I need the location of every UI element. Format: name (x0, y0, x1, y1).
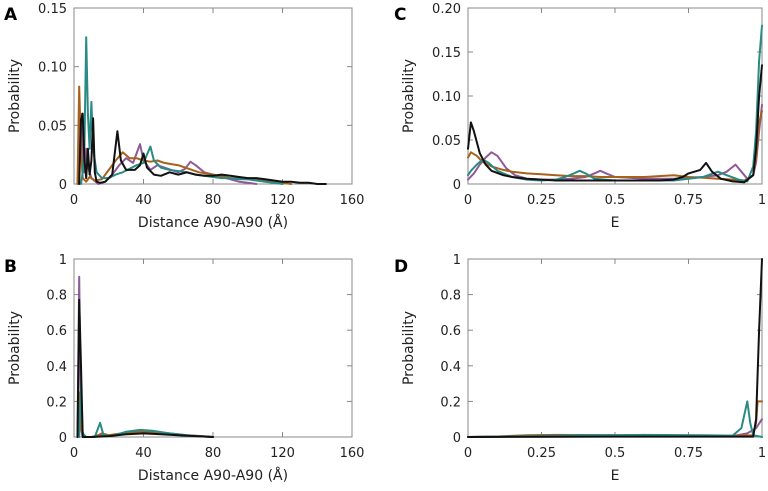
y-tick-label: 1 (59, 253, 67, 268)
x-tick-label: 0.5 (605, 446, 626, 461)
series-line-teal (467, 24, 763, 183)
x-axis-label: Distance A90-A90 (Å) (138, 467, 288, 484)
panel-a: 0 40 80 120 160 0 0.05 0.10 0.15 Distance A90-A90… (4, 2, 364, 231)
series-line-brown (467, 110, 763, 182)
panel-c: 0 0.25 0.5 0.75 1 0 0.05 0.10 0.15 0.20 E Probabili… (394, 2, 766, 231)
x-tick-label: 160 (340, 193, 365, 208)
y-tick-label: 0.8 (46, 289, 67, 304)
y-tick-label: 0.4 (46, 360, 67, 375)
x-axis-label: E (611, 468, 620, 484)
panel-letter: D (394, 257, 408, 277)
x-tick-label: 120 (270, 193, 295, 208)
y-tick-label: 1 (453, 253, 461, 268)
y-tick-label: 0.4 (440, 360, 461, 375)
x-tick-label: 0.75 (674, 193, 703, 208)
series-line-black (78, 112, 327, 185)
series-line-teal (80, 36, 284, 185)
x-tick-label: 160 (340, 446, 365, 461)
x-tick-label: 0.75 (674, 446, 703, 461)
y-tick-label: 0 (453, 178, 461, 193)
x-tick-label: 0.25 (527, 193, 556, 208)
plot-frame (73, 7, 353, 185)
y-tick-label: 0.05 (38, 119, 67, 134)
x-tick-label: 40 (135, 193, 152, 208)
y-axis-label: Probability (401, 59, 417, 133)
plot-frame (467, 7, 763, 185)
y-tick-label: 0.2 (440, 395, 461, 410)
y-tick-label: 0.15 (432, 46, 461, 61)
x-tick-label: 120 (270, 446, 295, 461)
y-tick-label: 0.2 (46, 395, 67, 410)
y-tick-label: 0.6 (46, 324, 67, 339)
series-line-black (467, 258, 763, 438)
x-tick-label: 0 (70, 446, 78, 461)
x-tick-label: 40 (135, 446, 152, 461)
x-axis-label: Distance A90-A90 (Å) (138, 214, 288, 231)
x-tick-label: 80 (205, 193, 222, 208)
series-line-purple (76, 275, 214, 438)
series-line-purple (467, 103, 763, 181)
y-axis-label: Probability (7, 59, 23, 133)
y-tick-label: 0.15 (38, 2, 67, 17)
y-axis-label: Probability (401, 311, 417, 385)
x-tick-label: 0 (464, 193, 472, 208)
y-tick-label: 0.05 (432, 134, 461, 149)
y-tick-label: 0.8 (440, 289, 461, 304)
y-axis-label: Probability (7, 311, 23, 385)
panel-b: 0 40 80 120 160 0 0.2 0.4 0.6 0.8 1 Distance A90-A9… (4, 253, 364, 484)
y-tick-label: 0 (59, 431, 67, 446)
panel-d: 0 0.25 0.5 0.75 1 0 0.2 0.4 0.6 0.8 1 E Probability D (394, 253, 766, 484)
panel-letter: C (394, 5, 406, 25)
panel-letter: A (4, 5, 18, 25)
x-tick-label: 1 (758, 193, 766, 208)
series-line-teal (78, 382, 214, 438)
series-line-black (76, 298, 214, 438)
y-tick-label: 0.10 (38, 61, 67, 76)
x-tick-label: 1 (758, 446, 766, 461)
x-tick-label: 0.25 (527, 446, 556, 461)
x-tick-label: 80 (205, 446, 222, 461)
x-tick-label: 0.5 (605, 193, 626, 208)
plot-frame (73, 258, 353, 438)
series-line-teal (467, 400, 763, 438)
panel-letter: B (4, 257, 17, 277)
y-tick-label: 0.6 (440, 324, 461, 339)
x-tick-label: 0 (70, 193, 78, 208)
series-line-brown (467, 400, 763, 438)
series-line-black (467, 64, 763, 184)
y-tick-label: 0 (453, 431, 461, 446)
y-tick-label: 0 (59, 178, 67, 193)
plot-frame (467, 258, 763, 438)
x-axis-label: E (611, 215, 620, 231)
y-tick-label: 0.10 (432, 90, 461, 105)
x-tick-label: 0 (464, 446, 472, 461)
y-tick-label: 0.20 (432, 2, 461, 17)
